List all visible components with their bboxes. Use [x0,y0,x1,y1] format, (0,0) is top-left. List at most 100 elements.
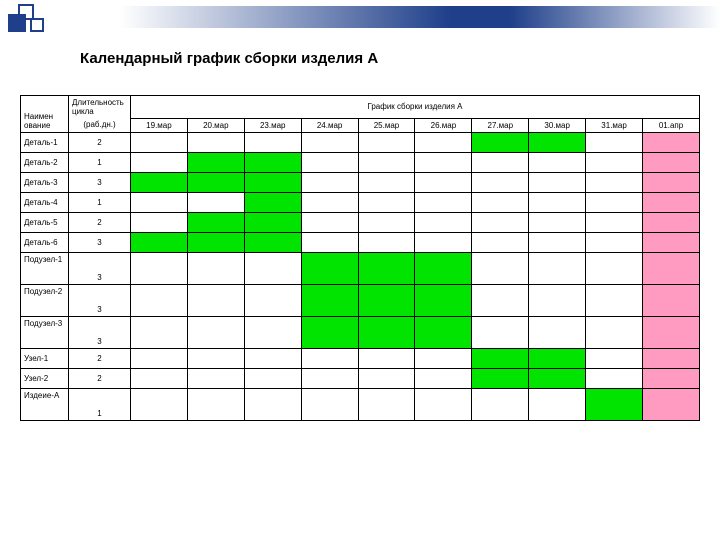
gantt-cell [187,252,244,284]
gantt-cell [415,192,472,212]
gantt-cell [529,252,586,284]
gantt-cell [301,252,358,284]
gantt-table: Наимен ование Длительность цикла График … [20,95,700,421]
gantt-cell [301,284,358,316]
gantt-cell [472,316,529,348]
gantt-cell [529,132,586,152]
row-name: Деталь-2 [21,152,69,172]
gantt-cell [643,192,700,212]
gantt-cell [131,348,188,368]
gantt-cell [472,348,529,368]
table-row: Деталь-52 [21,212,700,232]
gantt-cell [187,172,244,192]
row-duration: 3 [69,284,131,316]
header-date-8: 31.мар [586,118,643,132]
gantt-cell [358,284,415,316]
row-duration: 3 [69,316,131,348]
gantt-cell [586,172,643,192]
gantt-cell [586,316,643,348]
gantt-cell [187,212,244,232]
gantt-cell [415,132,472,152]
gantt-cell [301,192,358,212]
gantt-cell [301,348,358,368]
row-name: Подузел-3 [21,316,69,348]
header-name: Наимен ование [21,96,69,133]
row-name: Подузел-2 [21,284,69,316]
gantt-cell [244,132,301,152]
table-row: Деталь-21 [21,152,700,172]
gantt-cell [358,348,415,368]
row-duration: 2 [69,368,131,388]
gantt-cell [244,284,301,316]
gantt-cell [244,192,301,212]
row-name: Узел-2 [21,368,69,388]
gantt-cell [472,232,529,252]
gantt-cell [301,212,358,232]
gantt-cell [131,252,188,284]
gantt-cell [643,172,700,192]
gantt-cell [244,152,301,172]
header-date-7: 30.мар [529,118,586,132]
gantt-cell [244,348,301,368]
gantt-cell [131,132,188,152]
gantt-cell [472,132,529,152]
header-decoration [0,0,720,36]
gantt-cell [187,368,244,388]
gantt-cell [301,172,358,192]
gantt-cell [472,212,529,232]
gantt-cell [131,192,188,212]
gantt-cell [586,212,643,232]
gantt-cell [643,152,700,172]
gantt-cell [529,172,586,192]
row-name: Деталь-6 [21,232,69,252]
gantt-cell [358,368,415,388]
gantt-cell [131,388,188,420]
gantt-cell [301,368,358,388]
table-row: Издеие-А1 [21,388,700,420]
row-duration: 2 [69,132,131,152]
gantt-cell [187,132,244,152]
header-date-4: 25.мар [358,118,415,132]
gantt-cell [244,212,301,232]
gantt-cell [472,368,529,388]
gantt-cell [643,316,700,348]
gantt-cell [301,316,358,348]
table-row: Деталь-33 [21,172,700,192]
gantt-cell [187,316,244,348]
gantt-cell [301,152,358,172]
gantt-cell [358,132,415,152]
gantt-cell [131,316,188,348]
row-name: Деталь-3 [21,172,69,192]
header-date-1: 20.мар [187,118,244,132]
gantt-cell [244,252,301,284]
header-date-2: 23.мар [244,118,301,132]
gantt-cell [415,252,472,284]
gantt-cell [301,232,358,252]
gantt-cell [301,388,358,420]
header-date-3: 24.мар [301,118,358,132]
gantt-cell [643,388,700,420]
gantt-cell [187,348,244,368]
header-date-6: 27.мар [472,118,529,132]
gantt-cell [529,348,586,368]
row-name: Деталь-4 [21,192,69,212]
row-name: Подузел-1 [21,252,69,284]
gantt-cell [358,212,415,232]
gantt-cell [643,252,700,284]
gantt-cell [358,316,415,348]
header-date-9: 01.апр [643,118,700,132]
gantt-cell [244,172,301,192]
gantt-cell [358,192,415,212]
row-name: Издеие-А [21,388,69,420]
gantt-cell [187,284,244,316]
gantt-cell [187,232,244,252]
gantt-cell [244,368,301,388]
gantt-cell [586,152,643,172]
table-header: Наимен ование Длительность цикла График … [21,96,700,133]
gantt-cell [415,232,472,252]
gantt-cell [586,232,643,252]
gantt-cell [643,132,700,152]
page-title: Календарный график сборки изделия А [80,50,378,67]
gantt-cell [472,192,529,212]
gantt-cell [415,284,472,316]
